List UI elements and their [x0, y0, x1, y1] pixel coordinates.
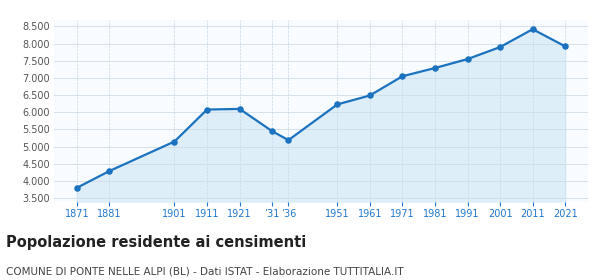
Point — [528, 27, 538, 31]
Point — [560, 44, 570, 49]
Text: COMUNE DI PONTE NELLE ALPI (BL) - Dati ISTAT - Elaborazione TUTTITALIA.IT: COMUNE DI PONTE NELLE ALPI (BL) - Dati I… — [6, 266, 404, 276]
Point — [268, 129, 277, 134]
Point — [202, 107, 212, 112]
Point — [235, 107, 244, 111]
Text: Popolazione residente ai censimenti: Popolazione residente ai censimenti — [6, 235, 306, 250]
Point — [332, 102, 342, 107]
Point — [463, 57, 472, 61]
Point — [430, 66, 440, 70]
Point — [495, 45, 505, 49]
Point — [104, 169, 114, 173]
Point — [398, 74, 407, 78]
Point — [365, 93, 374, 98]
Point — [284, 138, 293, 142]
Point — [170, 139, 179, 144]
Point — [72, 186, 82, 190]
